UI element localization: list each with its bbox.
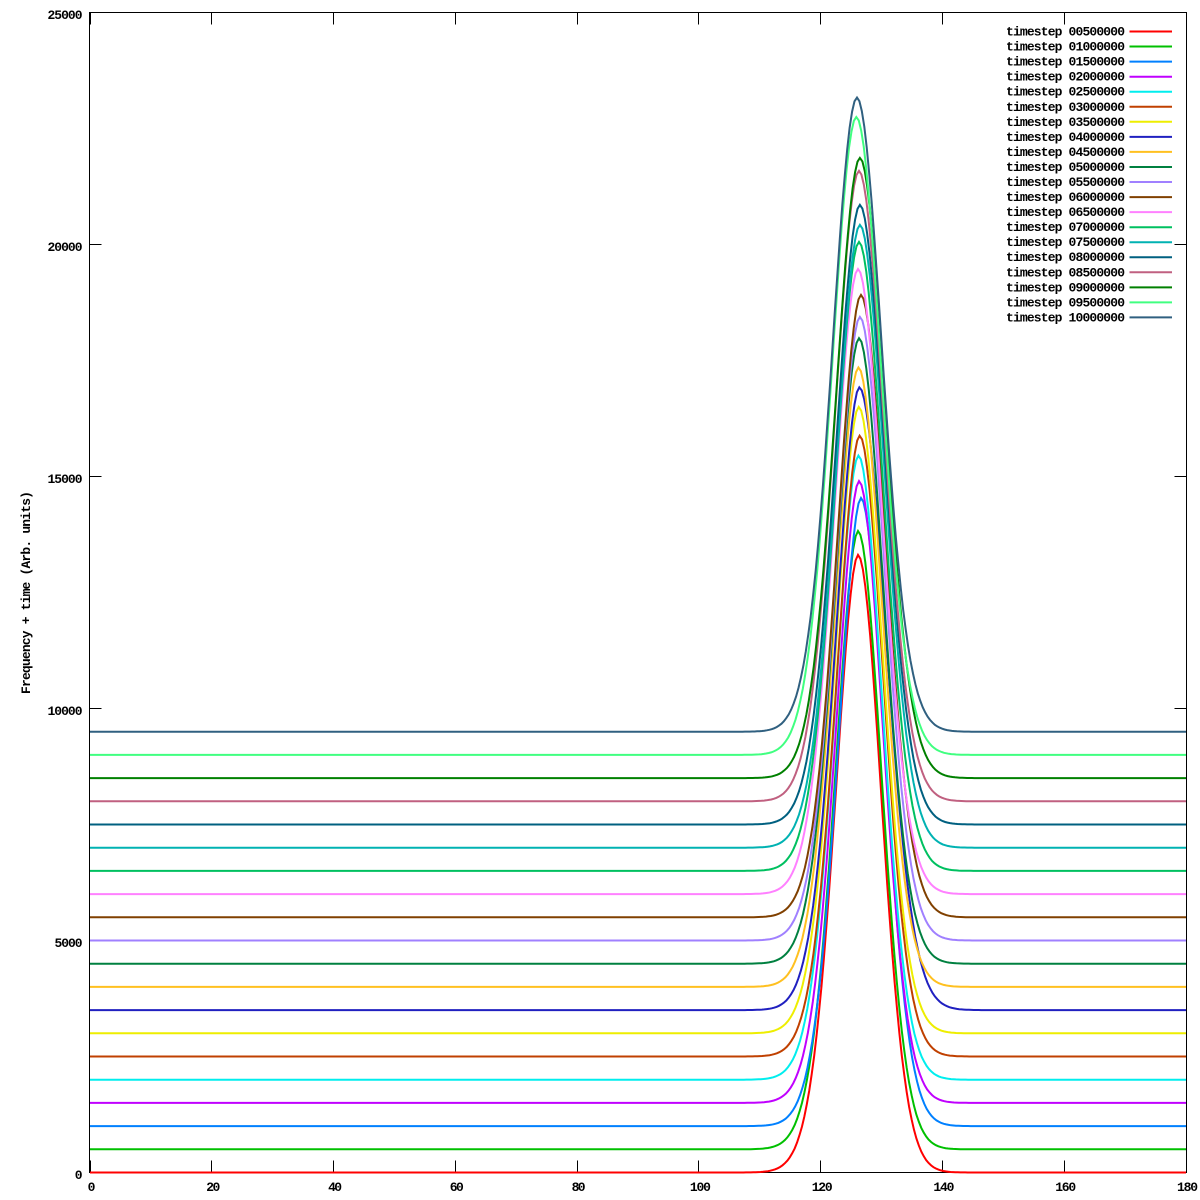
svg-text:20: 20 bbox=[206, 1180, 220, 1195]
svg-text:timestep 05500000: timestep 05500000 bbox=[1006, 175, 1125, 190]
svg-text:10000: 10000 bbox=[48, 704, 83, 719]
svg-text:timestep 10000000: timestep 10000000 bbox=[1006, 310, 1125, 325]
svg-text:20000: 20000 bbox=[48, 240, 83, 255]
svg-text:180: 180 bbox=[1177, 1180, 1198, 1195]
svg-text:timestep 09000000: timestep 09000000 bbox=[1006, 280, 1125, 295]
svg-text:timestep 06000000: timestep 06000000 bbox=[1006, 190, 1125, 205]
svg-text:140: 140 bbox=[933, 1180, 954, 1195]
svg-text:15000: 15000 bbox=[48, 472, 83, 487]
svg-text:0: 0 bbox=[88, 1180, 96, 1195]
svg-text:100: 100 bbox=[690, 1180, 711, 1195]
svg-text:timestep 07500000: timestep 07500000 bbox=[1006, 235, 1125, 250]
svg-text:Frequency + time (Arb. units): Frequency + time (Arb. units) bbox=[19, 491, 34, 694]
svg-text:timestep 01500000: timestep 01500000 bbox=[1006, 55, 1125, 70]
svg-text:40: 40 bbox=[328, 1180, 342, 1195]
svg-text:5000: 5000 bbox=[55, 936, 83, 951]
svg-text:timestep 05000000: timestep 05000000 bbox=[1006, 160, 1125, 175]
svg-text:0: 0 bbox=[75, 1168, 83, 1183]
svg-text:timestep 00500000: timestep 00500000 bbox=[1006, 25, 1125, 40]
svg-text:timestep 09500000: timestep 09500000 bbox=[1006, 295, 1125, 310]
svg-text:25000: 25000 bbox=[48, 8, 83, 23]
svg-text:timestep 06500000: timestep 06500000 bbox=[1006, 205, 1125, 220]
svg-text:60: 60 bbox=[450, 1180, 464, 1195]
svg-text:timestep 01000000: timestep 01000000 bbox=[1006, 40, 1125, 55]
svg-text:timestep 03500000: timestep 03500000 bbox=[1006, 115, 1125, 130]
svg-text:timestep 02500000: timestep 02500000 bbox=[1006, 85, 1125, 100]
svg-text:timestep 07000000: timestep 07000000 bbox=[1006, 220, 1125, 235]
svg-text:timestep 03000000: timestep 03000000 bbox=[1006, 100, 1125, 115]
svg-text:timestep 04000000: timestep 04000000 bbox=[1006, 130, 1125, 145]
svg-text:timestep 08000000: timestep 08000000 bbox=[1006, 250, 1125, 265]
svg-text:timestep 08500000: timestep 08500000 bbox=[1006, 265, 1125, 280]
svg-text:timestep 02000000: timestep 02000000 bbox=[1006, 70, 1125, 85]
svg-text:160: 160 bbox=[1055, 1180, 1076, 1195]
svg-text:120: 120 bbox=[812, 1180, 833, 1195]
svg-text:timestep 04500000: timestep 04500000 bbox=[1006, 145, 1125, 160]
svg-text:80: 80 bbox=[572, 1180, 586, 1195]
